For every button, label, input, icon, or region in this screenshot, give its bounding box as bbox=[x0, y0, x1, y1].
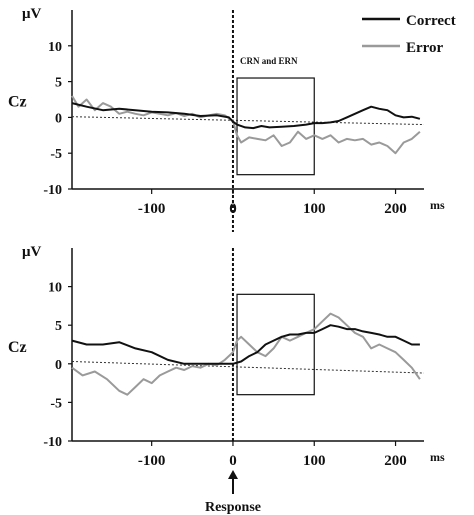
channel-label: Cz bbox=[8, 94, 27, 111]
x-tick-label: 200 bbox=[384, 453, 407, 469]
x-tick-label: 100 bbox=[303, 201, 326, 217]
y-tick-label: -10 bbox=[43, 435, 62, 450]
y-tick-label: 5 bbox=[55, 76, 62, 91]
x-tick-label: -100 bbox=[138, 453, 166, 469]
y-tick-label: 0 bbox=[55, 358, 62, 373]
chart-panel-bottom: 10 5 0 -5 -10 -100 0 100 200 μV Cz ms bbox=[8, 244, 445, 469]
y-axis-label: μV bbox=[22, 6, 42, 22]
legend-error-label: Error bbox=[406, 40, 444, 56]
x-unit-label: ms bbox=[430, 450, 445, 464]
x-tick-label: 0 bbox=[229, 453, 237, 469]
y-axis-label: μV bbox=[22, 244, 42, 260]
series-line-error bbox=[71, 95, 421, 155]
y-tick-label: -5 bbox=[50, 147, 62, 162]
reference-line bbox=[71, 360, 425, 374]
chart-panel-top: 10 5 0 -5 -10 -100 0 100 200 μV Cz ms CRN and ERN bbox=[8, 6, 445, 232]
x-tick-label: 0 bbox=[229, 201, 237, 217]
x-tick-label: 100 bbox=[303, 453, 326, 469]
y-tick-label: 5 bbox=[55, 319, 62, 334]
channel-label: Cz bbox=[8, 339, 27, 356]
y-tick-label: 10 bbox=[48, 281, 62, 296]
reference-line bbox=[71, 116, 425, 126]
y-tick-label: 10 bbox=[48, 40, 62, 55]
y-tick-label: -5 bbox=[50, 396, 62, 411]
analysis-window-label: CRN and ERN bbox=[240, 56, 298, 66]
legend-correct-label: Correct bbox=[406, 13, 456, 29]
series-line-correct bbox=[71, 102, 421, 130]
x-tick-label: 200 bbox=[384, 201, 407, 217]
y-tick-label: 0 bbox=[55, 111, 62, 126]
response-label: Response bbox=[205, 500, 261, 515]
x-tick-label: -100 bbox=[138, 201, 166, 217]
analysis-window-box bbox=[236, 293, 315, 396]
x-unit-label: ms bbox=[430, 198, 445, 212]
response-arrow-icon bbox=[228, 470, 238, 479]
series-line-correct bbox=[71, 324, 420, 365]
response-marker: Response bbox=[205, 470, 261, 515]
analysis-window-box bbox=[236, 77, 315, 176]
legend: Correct Error bbox=[362, 13, 456, 56]
series-line-error bbox=[71, 312, 421, 396]
y-tick-label: -10 bbox=[43, 183, 62, 198]
